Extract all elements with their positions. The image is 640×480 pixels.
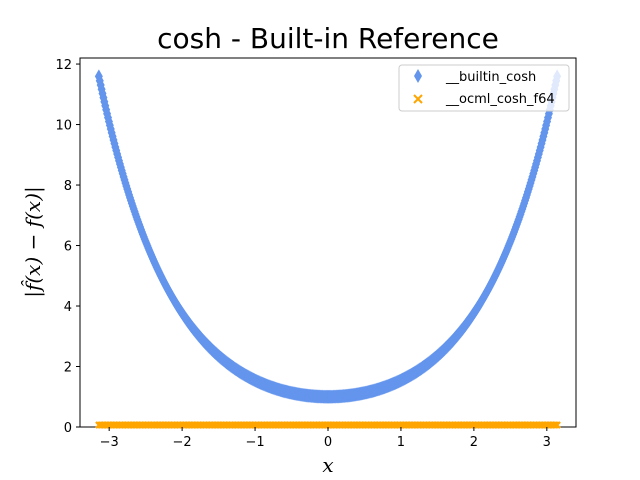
legend: __builtin_cosh __ocml_cosh_f64 (398, 64, 570, 112)
y-tick-label: 8 (64, 179, 72, 194)
data-point-x (553, 421, 561, 429)
chart-title: cosh - Built-in Reference (157, 22, 499, 55)
data-point-x (551, 421, 560, 429)
legend-marker-x-icon (413, 94, 423, 104)
legend-entry-builtin-cosh: __builtin_cosh (414, 69, 536, 85)
y-axis-label: |f̂(x) − f(x)| (21, 186, 46, 298)
x-tick-label: −2 (173, 435, 192, 450)
x-axis: −3 −2 −1 0 1 2 3 (100, 427, 551, 450)
y-tick-label: 12 (55, 58, 72, 73)
series-layer (94, 69, 562, 429)
plot-area (79, 57, 577, 429)
legend-label-ocml-cosh: __ocml_cosh_f64 (445, 92, 555, 107)
legend-label-builtin-cosh: __builtin_cosh (445, 70, 536, 85)
series-ocml-cosh-f64 (95, 421, 561, 429)
legend-box (398, 64, 570, 112)
x-tick-label: −3 (100, 435, 119, 450)
x-tick-label: −1 (245, 435, 264, 450)
x-tick-label: 3 (543, 435, 551, 450)
y-tick-label: 6 (64, 240, 72, 255)
legend-entry-ocml-cosh: __ocml_cosh_f64 (413, 92, 555, 107)
plot-frame (79, 57, 577, 428)
x-tick-label: 2 (470, 435, 478, 450)
y-tick-label: 4 (64, 300, 72, 315)
y-axis: 0 2 4 6 8 10 12 (55, 58, 80, 436)
x-tick-label: 0 (324, 435, 332, 450)
y-tick-label: 2 (64, 361, 72, 376)
y-tick-label: 10 (55, 119, 72, 134)
series-builtin-cosh (94, 69, 562, 404)
legend-marker-diamond-icon (414, 69, 422, 83)
y-tick-label: 0 (64, 421, 72, 436)
x-tick-label: 1 (397, 435, 405, 450)
x-axis-label: x (322, 453, 333, 477)
